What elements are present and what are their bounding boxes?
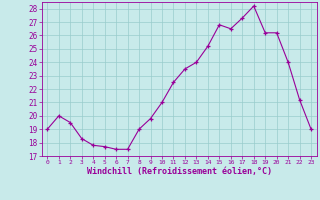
X-axis label: Windchill (Refroidissement éolien,°C): Windchill (Refroidissement éolien,°C) [87,167,272,176]
